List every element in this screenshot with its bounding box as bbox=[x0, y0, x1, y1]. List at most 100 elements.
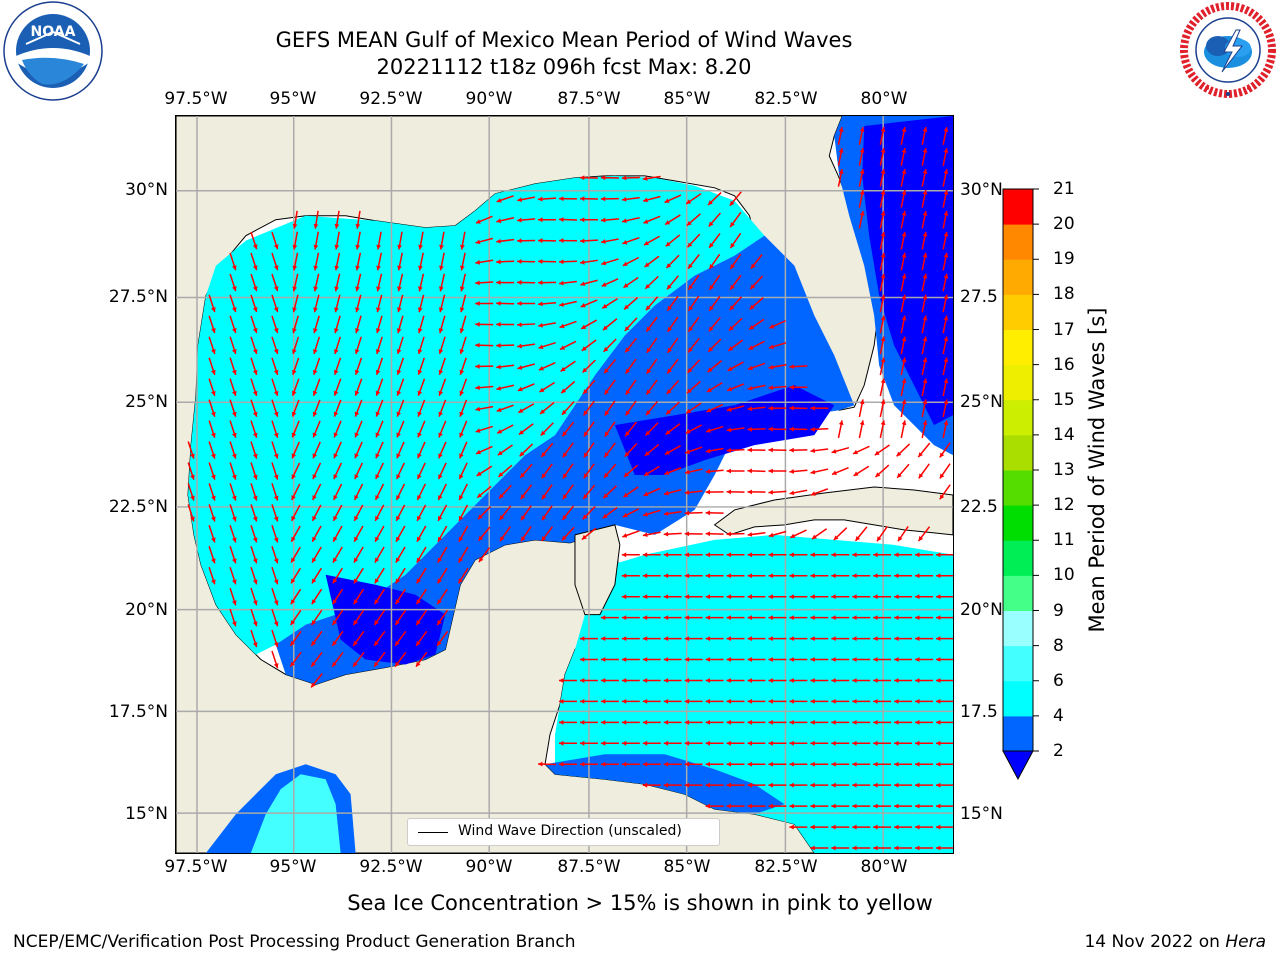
colorbar-tick-label: 13 bbox=[1053, 460, 1075, 480]
direction-arrowhead bbox=[726, 552, 731, 558]
direction-arrowhead bbox=[375, 453, 380, 459]
direction-arrowhead bbox=[705, 573, 711, 579]
direction-arrowhead bbox=[915, 573, 920, 579]
direction-arrowhead bbox=[600, 196, 606, 202]
direction-arrowhead bbox=[273, 495, 279, 501]
direction-arrowhead bbox=[418, 265, 423, 271]
direction-arrowhead bbox=[709, 242, 714, 248]
colorbar-tick-label: 12 bbox=[1053, 495, 1075, 516]
colorbar-segment bbox=[1003, 505, 1033, 541]
direction-arrowhead bbox=[646, 389, 651, 395]
direction-arrowhead bbox=[853, 449, 859, 455]
direction-arrowhead bbox=[232, 600, 237, 606]
direction-arrowhead bbox=[705, 761, 711, 767]
direction-arrowhead bbox=[726, 427, 732, 433]
direction-arrowhead bbox=[313, 244, 319, 250]
direction-arrowhead bbox=[624, 472, 629, 477]
direction-arrowhead bbox=[273, 307, 279, 313]
direction-arrowhead bbox=[747, 761, 752, 767]
direction-arrowhead bbox=[646, 368, 652, 374]
colorbar-tick-label: 14 bbox=[1053, 424, 1075, 445]
direction-arrowhead bbox=[922, 420, 928, 426]
direction-arrowhead bbox=[538, 366, 544, 371]
direction-arrowhead bbox=[880, 210, 886, 216]
direction-arrowhead bbox=[768, 803, 773, 809]
direction-arrowhead bbox=[579, 217, 585, 223]
direction-arrowhead bbox=[291, 432, 297, 438]
direction-arrowhead bbox=[312, 390, 318, 396]
direction-arrowhead bbox=[831, 470, 837, 476]
direction-arrowhead bbox=[726, 803, 731, 809]
direction-arrowhead bbox=[417, 307, 423, 313]
direction-arrowhead bbox=[561, 410, 567, 415]
direction-arrowhead bbox=[922, 169, 928, 174]
colorbar-segment bbox=[1003, 434, 1033, 471]
colorbar-segment bbox=[1003, 329, 1033, 366]
direction-arrowhead bbox=[747, 782, 752, 788]
direction-arrowhead bbox=[749, 325, 754, 330]
direction-arrowhead bbox=[852, 761, 857, 767]
direction-arrowhead bbox=[417, 411, 422, 417]
direction-arrowhead bbox=[810, 761, 815, 767]
direction-arrowhead bbox=[811, 534, 817, 539]
direction-arrowhead bbox=[252, 286, 258, 292]
direction-arrowhead bbox=[897, 472, 902, 478]
direction-arrowhead bbox=[726, 636, 731, 641]
lon-tick-top: 97.5°W bbox=[164, 89, 228, 109]
direction-arrowhead bbox=[894, 657, 899, 662]
direction-arrowhead bbox=[475, 321, 480, 327]
direction-arrowhead bbox=[439, 265, 444, 271]
direction-arrowhead bbox=[684, 490, 690, 495]
direction-arrowhead bbox=[831, 699, 836, 704]
direction-arrowhead bbox=[438, 515, 443, 521]
direction-arrowhead bbox=[623, 283, 629, 288]
direction-arrowhead bbox=[943, 231, 949, 237]
direction-arrowhead bbox=[880, 357, 886, 363]
direction-arrowhead bbox=[252, 328, 258, 334]
direction-arrowhead bbox=[458, 557, 463, 563]
direction-arrowhead bbox=[416, 578, 421, 584]
direction-arrowhead bbox=[375, 515, 380, 521]
direction-arrowhead bbox=[291, 536, 296, 542]
lon-tick-top: 87.5°W bbox=[557, 89, 621, 109]
direction-arrowhead bbox=[517, 301, 522, 306]
colorbar-segment bbox=[1003, 189, 1033, 225]
direction-arrowhead bbox=[603, 472, 609, 478]
direction-arrowhead bbox=[838, 420, 844, 426]
direction-arrowhead bbox=[663, 531, 669, 537]
direction-arrowhead bbox=[810, 782, 815, 788]
direction-arrowhead bbox=[922, 210, 928, 216]
direction-arrowhead bbox=[726, 594, 731, 600]
lon-tick-top: 95°W bbox=[269, 89, 317, 109]
direction-arrowhead bbox=[438, 286, 444, 292]
direction-arrowhead bbox=[894, 719, 899, 725]
direction-arrowhead bbox=[600, 636, 606, 641]
direction-arrowhead bbox=[943, 315, 949, 321]
direction-arrowhead bbox=[729, 305, 735, 311]
direction-arrowhead bbox=[600, 615, 606, 621]
colorbar-tick-label: 2 bbox=[1053, 741, 1064, 761]
direction-arrowhead bbox=[395, 599, 400, 605]
map-legend: Wind Wave Direction (unscaled) bbox=[407, 818, 720, 846]
direction-arrowhead bbox=[789, 490, 795, 496]
direction-arrowhead bbox=[894, 824, 899, 830]
direction-arrowhead bbox=[458, 578, 463, 584]
direction-arrowhead bbox=[353, 599, 359, 605]
direction-arrowhead bbox=[602, 513, 608, 519]
direction-arrowhead bbox=[747, 657, 752, 662]
direction-arrowhead bbox=[333, 349, 339, 354]
direction-arrowhead bbox=[768, 364, 774, 370]
direction-arrowhead bbox=[580, 302, 586, 308]
direction-arrowhead bbox=[621, 636, 627, 641]
direction-arrowhead bbox=[541, 452, 546, 457]
direction-arrowhead bbox=[334, 286, 339, 292]
direction-arrowhead bbox=[935, 699, 941, 704]
direction-arrowhead bbox=[376, 286, 381, 292]
direction-arrowhead bbox=[232, 579, 237, 585]
direction-arrowhead bbox=[496, 198, 502, 203]
direction-arrowhead bbox=[538, 280, 543, 286]
direction-arrowhead bbox=[708, 346, 714, 352]
direction-arrowhead bbox=[894, 678, 899, 683]
lon-tick-bottom: 87.5°W bbox=[557, 857, 621, 877]
direction-arrowhead bbox=[922, 189, 928, 195]
